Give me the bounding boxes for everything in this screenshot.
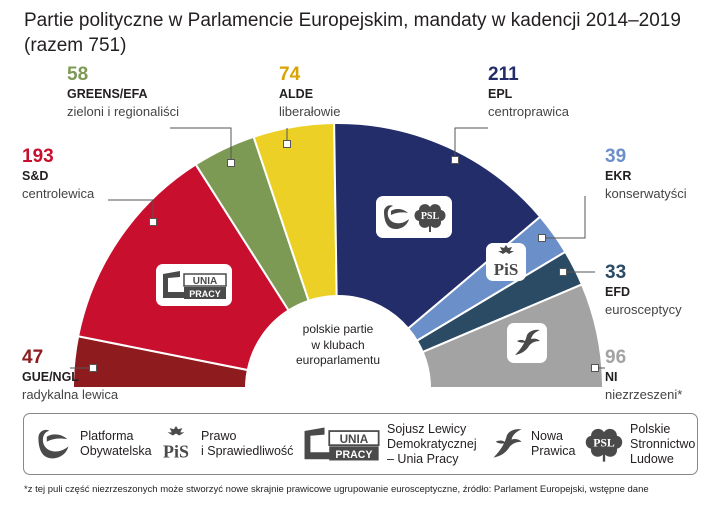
- title-text: Partie polityczne w Parlamencie Europejs…: [24, 10, 681, 31]
- svg-text:PSL: PSL: [593, 436, 615, 449]
- footnote: *z tej puli część niezrzeszonych może st…: [24, 484, 649, 495]
- unia-pracy-badge: UNIA PRACY: [156, 264, 232, 306]
- svg-text:PiS: PiS: [494, 260, 519, 279]
- po-swoosh-logo-icon: [384, 205, 409, 229]
- code-ekr: EKR: [605, 169, 632, 183]
- label-alde: 74 ALDE liberałowie: [279, 64, 340, 120]
- leader-marker-alde: [283, 140, 291, 148]
- leader-marker-efd: [559, 268, 567, 276]
- psl-clover-logo-icon: PSL: [414, 204, 446, 232]
- pis-badge: PiS: [486, 243, 526, 281]
- label-gue: 47 GUE/NGL radykalna lewica: [22, 347, 118, 403]
- desc-ni: niezrzeszeni*: [605, 387, 683, 402]
- code-efd: EFD: [605, 285, 630, 299]
- code-ni: NI: [605, 370, 618, 384]
- value-gue: 47: [22, 347, 44, 368]
- code-epl: EPL: [488, 87, 513, 101]
- value-ni: 96: [605, 347, 627, 368]
- subtitle-text: (razem 751): [24, 35, 127, 56]
- unia-pracy-logo-icon: UNIA PRACY: [304, 427, 380, 461]
- label-sd: 193 S&D centrolewica: [22, 146, 94, 202]
- leader-marker-gue: [89, 364, 97, 372]
- label-greens: 58 GREENS/EFA zieloni i regionaliści: [67, 64, 179, 120]
- value-alde: 74: [279, 64, 301, 85]
- nowa-prawica-eagle-logo-icon: [515, 329, 540, 355]
- desc-sd: centrolewica: [22, 186, 95, 201]
- leader-marker-greens: [227, 159, 235, 167]
- leader-line-ekr: [542, 196, 586, 239]
- value-efd: 33: [605, 262, 627, 283]
- label-efd: 33 EFD eurosceptycy: [605, 262, 682, 318]
- code-greens: GREENS/EFA: [67, 87, 148, 101]
- leader-line-greens: [170, 127, 232, 163]
- code-alde: ALDE: [279, 87, 314, 101]
- po-swoosh-logo-icon: [38, 429, 69, 459]
- desc-gue: radykalna lewica: [22, 387, 119, 402]
- svg-text:UNIA: UNIA: [193, 276, 217, 287]
- desc-alde: liberałowie: [279, 104, 341, 119]
- legend-item-pis: PiS Prawo i Sprawiedliwość: [157, 414, 293, 474]
- code-sd: S&D: [22, 169, 49, 183]
- svg-text:PRACY: PRACY: [335, 449, 372, 461]
- leader-marker-epl: [451, 156, 459, 164]
- svg-text:PSL: PSL: [421, 211, 440, 222]
- pis-eagle-logo-icon: PiS: [163, 426, 189, 462]
- legend-item-np: Nowa Prawica: [489, 414, 575, 474]
- leader-line-epl: [454, 127, 488, 160]
- value-epl: 211: [488, 64, 519, 85]
- legend-box: Platforma Obywatelska PiS Prawo i Sprawi…: [23, 413, 698, 475]
- desc-epl: centroprawica: [488, 104, 569, 119]
- desc-greens: zieloni i regionaliści: [67, 104, 179, 119]
- value-sd: 193: [22, 146, 54, 167]
- psl-clover-logo-icon: PSL: [585, 428, 623, 462]
- label-ekr: 39 EKR konserwatyści: [605, 146, 687, 202]
- legend-label-psl: Polskie Stronnictwo Ludowe: [630, 421, 696, 466]
- legend-item-psl: PSL Polskie Stronnictwo Ludowe: [584, 414, 695, 474]
- nowa-prawica-eagle-logo-icon: [493, 429, 522, 458]
- leader-marker-ekr: [538, 234, 546, 242]
- code-gue: GUE/NGL: [22, 370, 79, 384]
- legend-label-sld: Sojusz Lewicy Demokratycznej – Unia Prac…: [387, 421, 477, 466]
- leader-marker-ni: [591, 364, 599, 372]
- desc-ekr: konserwatyści: [605, 186, 687, 201]
- label-epl: 211 EPL centroprawica: [488, 64, 569, 120]
- legend-label-pis: Prawo i Sprawiedliwość: [201, 429, 294, 458]
- legend-label-po: Platforma Obywatelska: [80, 429, 152, 458]
- leader-marker-sd: [149, 218, 157, 226]
- label-ni: 96 NI niezrzeszeni*: [605, 347, 682, 403]
- legend-item-sld: UNIA PRACY Sojusz Lewicy Demokratycznej …: [301, 414, 477, 474]
- desc-efd: eurosceptycy: [605, 302, 682, 317]
- leader-lines: [70, 127, 605, 372]
- value-ekr: 39: [605, 146, 627, 167]
- legend-label-np: Nowa Prawica: [531, 429, 576, 458]
- svg-text:UNIA: UNIA: [340, 433, 369, 446]
- pis-eagle-logo-icon: PiS: [494, 245, 519, 279]
- po-psl-badge: PSL: [376, 196, 452, 238]
- svg-text:PRACY: PRACY: [189, 289, 221, 299]
- center-label: polskie partie w klubach europarlamentu: [295, 322, 381, 367]
- legend-item-po: Platforma Obywatelska: [34, 414, 152, 474]
- nowa-prawica-badge: [507, 323, 547, 363]
- svg-text:PiS: PiS: [163, 442, 189, 462]
- leader-line-sd: [108, 199, 154, 222]
- chart-title: Partie polityczne w Parlamencie Europejs…: [24, 8, 681, 58]
- unia-pracy-logo-icon: UNIA PRACY: [163, 271, 227, 299]
- value-greens: 58: [67, 64, 89, 85]
